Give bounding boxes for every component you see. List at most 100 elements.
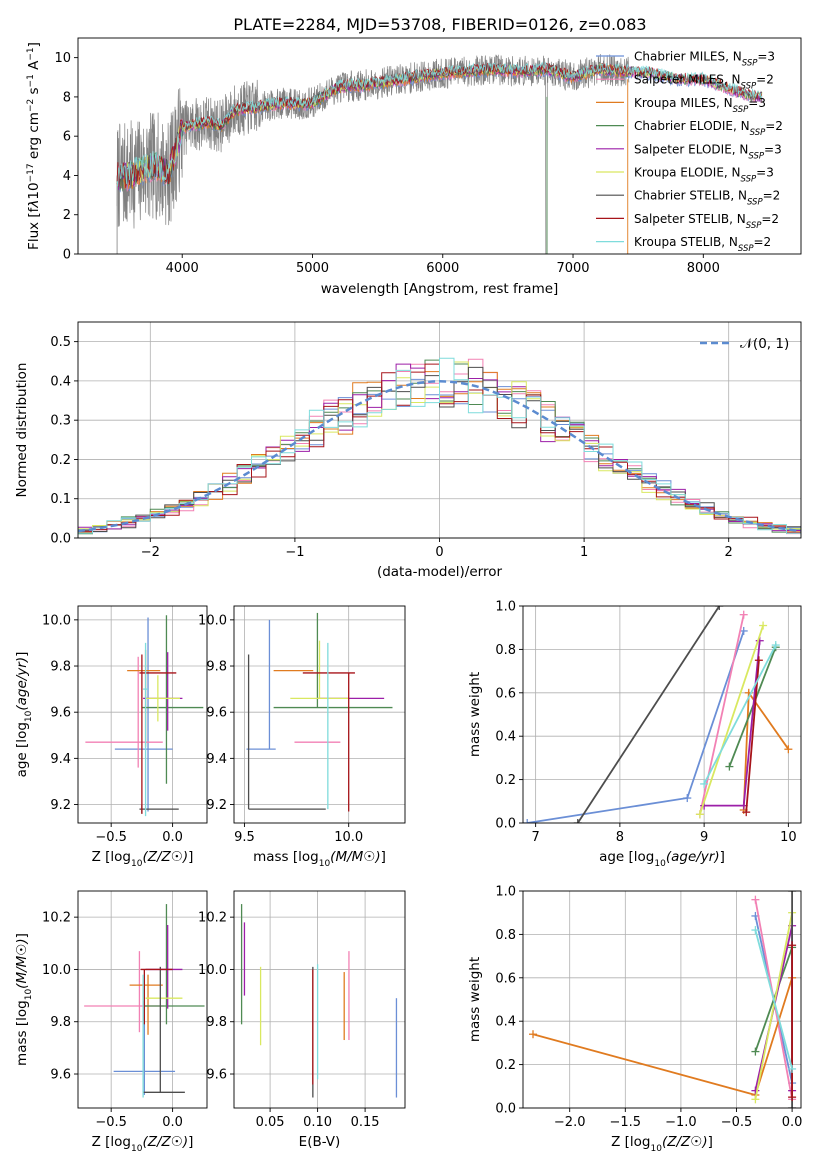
residuals-ytick-label: 0.3 <box>50 414 71 429</box>
legend-label-chabrier-elodie: Chabrier ELODIE, NSSP=2 <box>634 119 783 138</box>
residuals-ytick-label: 0.4 <box>50 374 71 389</box>
age_vs_mass-point-kroupa-elodie <box>290 640 349 699</box>
massweight_vs_Z-frame <box>522 890 802 1109</box>
massweight_vs_Z-series-kroupa-miles <box>529 973 797 1099</box>
spectrum-plot-area <box>116 53 763 254</box>
massweight_vs_Z-marker <box>788 891 797 895</box>
mass_vs_Z-point-chabrier-elodie <box>143 904 205 1025</box>
massweight_vs_Z-marker <box>751 1047 760 1056</box>
legend-label-kroupa-miles: Kroupa MILES, NSSP=3 <box>634 96 766 115</box>
normal-legend-label: 𝒩(0, 1) <box>740 336 789 352</box>
mass_vs_EBV-xtick-label: 0.05 <box>256 1115 285 1130</box>
massweight_vs_Z-ytick-label: 0.6 <box>495 971 516 986</box>
spectrum-xtick-label: 4000 <box>166 261 199 276</box>
massweight_vs_age-marker <box>573 819 582 823</box>
spectrum-model-kroupa-stelib <box>116 61 763 187</box>
massweight_vs_Z-xtick-label: −1.0 <box>665 1115 697 1130</box>
mass-vs-z-panel: −0.5 0.0 9.6 9.8 10.0 10.2 Z [log10(Z/Z☉)] mass… <box>14 890 208 1154</box>
mass_vs_Z-point-kroupa-miles <box>129 974 163 1035</box>
massweight_vs_age-xlabel: age [log10(age/yr)] <box>599 849 725 869</box>
spectrum-ytick-label: 8 <box>63 90 71 105</box>
mass_vs_EBV-ytick-label: 10.0 <box>198 963 227 978</box>
spectrum-xtick-label: 5000 <box>296 261 329 276</box>
age_vs_mass-point-salpeter-stelib <box>302 672 355 812</box>
age-vs-mass-panel: 9.5 10.0 9.2 9.4 9.6 9.8 10.0 mass [log10(M/M☉)… <box>198 605 406 869</box>
massweight_vs_Z-ytick-label: 0.0 <box>495 1102 516 1117</box>
mass_vs_EBV-ytick-label: 9.8 <box>206 1015 227 1030</box>
age_vs_Z-xtick-label: −0.5 <box>95 830 127 845</box>
age_vs_Z-ytick-label: 9.8 <box>50 660 71 675</box>
spectrum-xlabel: wavelength [Angstrom, rest frame] <box>321 281 559 297</box>
age_vs_Z-xlabel: Z [log10(Z/Z☉)] <box>92 849 194 869</box>
massweight_vs_age-marker <box>725 762 734 771</box>
massweight_vs_Z-xtick-label: −1.5 <box>610 1115 642 1130</box>
age_vs_Z-xtick-label: 0.0 <box>162 830 183 845</box>
age_vs_mass-plot-area <box>246 612 393 812</box>
massweight_vs_Z-xtick-label: −0.5 <box>721 1115 753 1130</box>
residuals-ylabel: Normed distribution <box>14 363 30 498</box>
age_vs_Z-point-kroupa-stelib <box>143 642 149 817</box>
massweight_vs_age-marker <box>759 621 768 630</box>
massweight_vs_age-xtick-label: 9 <box>700 830 708 845</box>
spectrum-legend: Chabrier MILES, NSSP=3 Salpeter MILES, NS… <box>596 50 783 254</box>
massweight_vs_Z-marker <box>751 926 760 935</box>
mass_vs_EBV-xtick-label: 0.10 <box>303 1115 332 1130</box>
mass_vs_EBV-plot-area <box>240 904 398 1098</box>
massweight_vs_Z-series-kroupa-stelib <box>751 926 797 1073</box>
massweight_vs_age-marker <box>700 779 709 788</box>
age-vs-z-panel: −0.5 0.0 9.2 9.4 9.6 9.8 10.0 Z [log10(Z/Z☉)] ag… <box>14 605 208 869</box>
age_vs_Z-frame <box>77 605 208 824</box>
age_vs_Z-grid <box>78 606 207 823</box>
mass_vs_Z-point-salpeter-miles <box>84 951 164 1033</box>
massweight_vs_Z-marker <box>788 1093 797 1102</box>
mass_vs_Z-ytick-label: 10.0 <box>42 963 71 978</box>
mass_vs_EBV-xlabel: E(B-V) <box>299 1134 341 1150</box>
massweight_vs_Z-marker <box>788 1104 797 1108</box>
massweight_vs_Z-ytick-label: 1.0 <box>495 885 516 900</box>
mass_vs_Z-plot-area <box>84 904 205 1098</box>
massweight-vs-age-panel: 7 8 9 10 0.0 0.2 0.4 0.6 0.8 1.0 age [log10(age/yr… <box>467 600 802 869</box>
massweight_vs_Z-marker <box>751 1086 760 1095</box>
age_vs_mass-ytick-label: 9.8 <box>206 660 227 675</box>
mass_vs_Z-ytick-label: 9.8 <box>50 1015 71 1030</box>
legend-label-chabrier-miles: Chabrier MILES, NSSP=3 <box>634 50 775 69</box>
age_vs_mass-point-chabrier-miles <box>246 619 276 750</box>
massweight_vs_Z-marker <box>788 941 797 950</box>
massweight_vs_age-marker <box>523 819 532 823</box>
massweight_vs_age-marker <box>754 656 763 665</box>
mass_vs_Z-point-salpeter-stelib <box>140 968 173 1025</box>
spectrum-xtick-label: 7000 <box>556 261 589 276</box>
age_vs_Z-ytick-label: 9.2 <box>50 798 71 813</box>
age_vs_mass-ytick-label: 10.0 <box>198 613 227 628</box>
legend-label-chabrier-stelib: Chabrier STELIB, NSSP=2 <box>634 189 780 208</box>
mass_vs_EBV-xtick-label: 0.15 <box>351 1115 380 1130</box>
massweight_vs_Z-ytick-label: 0.2 <box>495 1058 516 1073</box>
legend-label-salpeter-stelib: Salpeter STELIB, NSSP=2 <box>634 212 779 231</box>
age_vs_mass-grid <box>234 606 405 823</box>
massweight_vs_age-series-salpeter-elodie <box>700 636 764 810</box>
massweight_vs_age-xtick-label: 7 <box>531 830 539 845</box>
spectrum-xtick-label: 6000 <box>426 261 459 276</box>
mass_vs_Z-ytick-label: 9.6 <box>50 1068 71 1083</box>
residuals-xtick-label: 0 <box>435 545 443 560</box>
massweight_vs_Z-ylabel: mass weight <box>467 957 483 1042</box>
massweight-vs-z-panel: −2.0 −1.5 −1.0 −0.5 0.0 0.0 0.2 0.4 0.6 0.8 1.0 Z [… <box>467 885 802 1155</box>
massweight_vs_Z-marker <box>788 1064 797 1073</box>
spectrum-ytick-label: 10 <box>54 51 71 66</box>
mass_vs_EBV-ytick-label: 9.6 <box>206 1068 227 1083</box>
massweight_vs_age-ytick-label: 0.2 <box>495 773 516 788</box>
spectrum-frame <box>77 37 802 255</box>
mass_vs_EBV-ytick-label: 10.2 <box>198 911 227 926</box>
massweight_vs_Z-xtick-label: −2.0 <box>554 1115 586 1130</box>
residuals-xtick-label: 1 <box>580 545 588 560</box>
age_vs_Z-point-salpeter-elodie <box>143 652 183 731</box>
massweight_vs_age-series-chabrier-miles <box>523 626 748 823</box>
massweight_vs_age-series-salpeter-stelib <box>742 656 763 817</box>
massweight_vs_age-marker <box>742 808 751 817</box>
spectrum-ytick-label: 2 <box>63 208 71 223</box>
spectrum-ytick-label: 4 <box>63 169 71 184</box>
age_vs_mass-xtick-label: 9.5 <box>234 830 255 845</box>
legend-label-salpeter-miles: Salpeter MILES, NSSP=2 <box>634 73 774 92</box>
age_vs_mass-frame <box>233 605 406 824</box>
age_vs_Z-point-chabrier-miles <box>114 617 173 812</box>
